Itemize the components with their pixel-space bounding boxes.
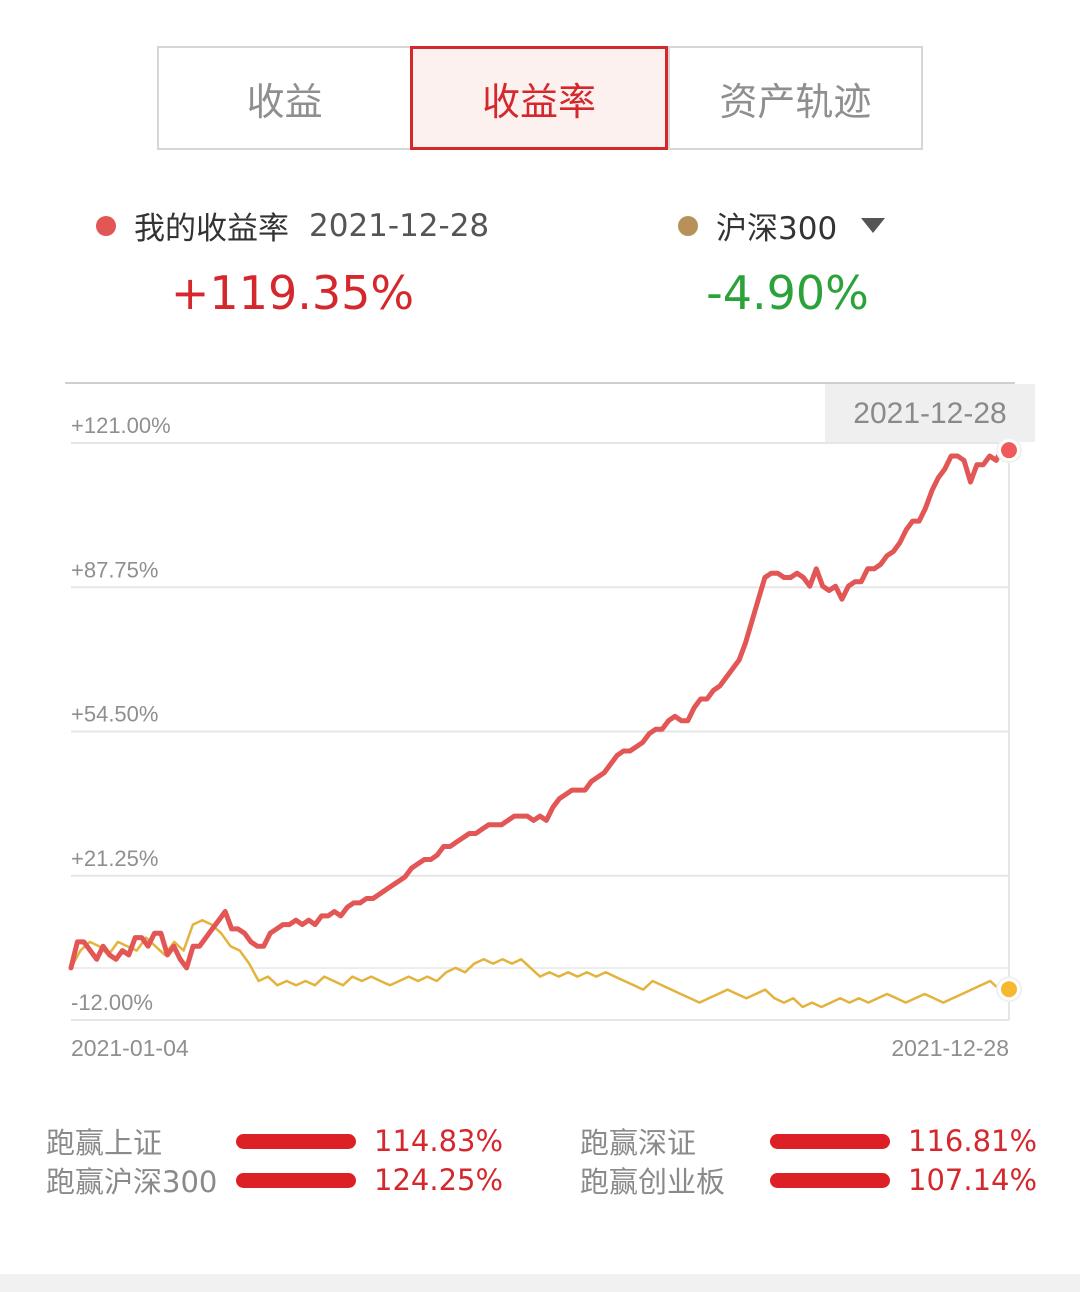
return-rate-chart[interactable]: +121.00% +87.75% +54.50% +21.25% -12.00% 2021… [0,375,1080,1075]
y-tick-label: +21.25% [71,846,158,871]
tab-bar: 收益 收益率 资产轨迹 [157,46,923,150]
stat-chinext-value: 107.14% [908,1163,1038,1197]
stat-chinext: 跑赢创业板 107.14% [580,1159,1037,1201]
tab-earnings[interactable]: 收益 [246,79,323,124]
stat-szse: 跑赢深证 116.81% [580,1120,1037,1162]
legend-mine: 我的收益率 2021-12-28 [96,203,489,248]
bottom-divider [0,1274,1080,1292]
stat-chinext-label: 跑赢创业板 [580,1165,726,1199]
x-start-label: 2021-01-04 [71,1035,189,1061]
tab-return-rate[interactable]: 收益率 [410,46,668,150]
y-tick-label: +121.00% [71,413,171,438]
tooltip-date-text: 2021-12-28 [853,397,1006,430]
stat-szse-label: 跑赢深证 [580,1126,697,1160]
mine-end-marker [1001,442,1017,459]
stat-sse-label: 跑赢上证 [46,1126,163,1160]
y-tick-label: +54.50% [71,702,158,727]
x-end-label: 2021-12-28 [891,1035,1009,1061]
stat-csi300: 跑赢沪深300 124.25% [46,1159,503,1201]
stat-sse: 跑赢上证 114.83% [46,1120,503,1162]
tooltip-date-box [825,384,1035,442]
legend-index-label: 沪深300 [716,211,838,247]
stat-szse-bar [770,1133,890,1149]
mine-return-value: +119.35% [170,266,415,320]
y-tick-label: -12.00% [71,990,153,1015]
stat-sse-bar [236,1133,356,1149]
stat-csi300-value: 124.25% [374,1163,504,1197]
stat-sse-value: 114.83% [374,1124,504,1158]
legend-index-selector[interactable]: 沪深300 [678,203,886,248]
legend-mine-label: 我的收益率 [134,211,289,247]
stat-csi300-label: 跑赢沪深300 [46,1165,218,1199]
y-tick-label: +87.75% [71,557,158,582]
index-end-marker [1001,981,1017,998]
tab-asset-track[interactable]: 资产轨迹 [667,48,921,148]
index-return-value: -4.90% [706,266,869,320]
caret-down-icon [861,218,886,233]
stat-chinext-bar [770,1172,890,1188]
stat-csi300-bar [236,1172,356,1188]
stat-szse-value: 116.81% [908,1124,1038,1158]
index-dot-icon [678,215,698,236]
mine-dot-icon [96,215,116,236]
series-line-index [69,918,1011,1009]
legend-mine-date: 2021-12-28 [309,207,490,244]
series-line-mine [68,444,1012,971]
